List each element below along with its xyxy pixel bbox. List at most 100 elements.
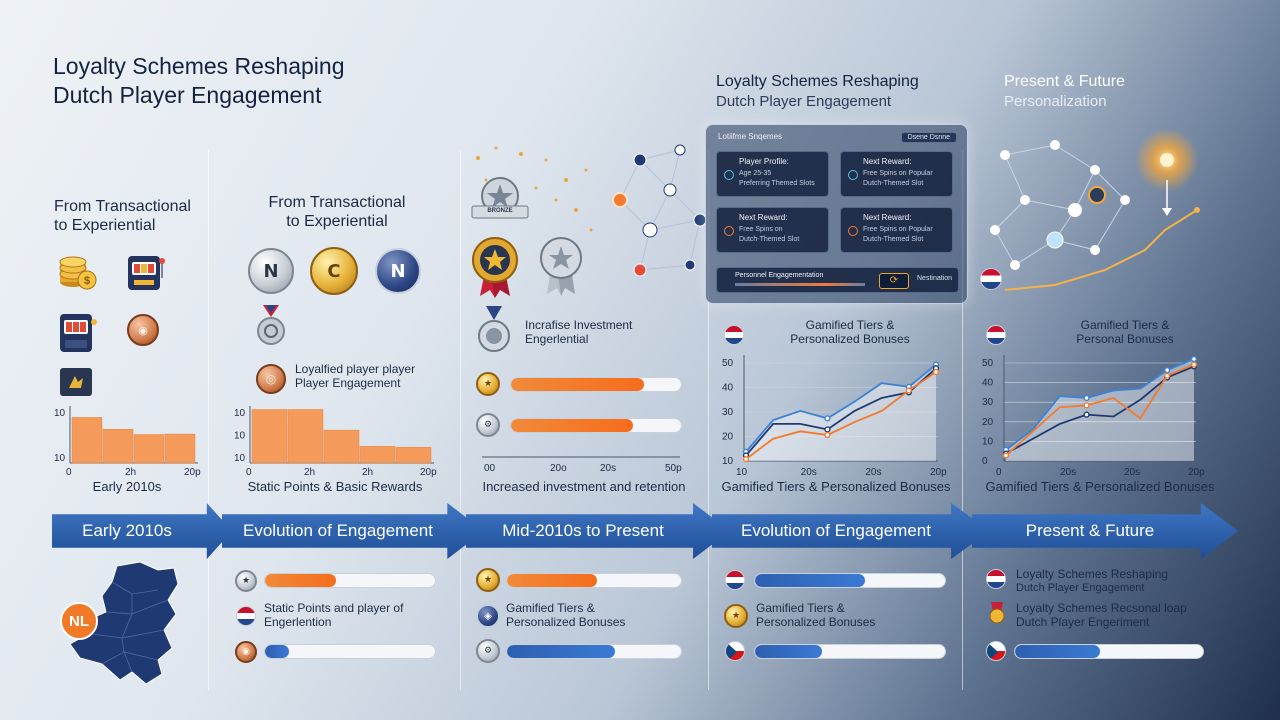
col4-bottom-text: Gamified Tiers & Personalized Bonuses (756, 601, 875, 629)
axis-tick-label: 00 (484, 463, 496, 474)
tile-line: Dutch-Themed Slot (739, 236, 800, 243)
silver-star-badge-icon (468, 176, 532, 222)
x-tick-label: 20s (1124, 467, 1140, 477)
col2-note-line2: Player Engagement (295, 376, 401, 390)
col5-bottom-progress-1 (1014, 644, 1204, 659)
axis-tick-label: 50p (665, 463, 682, 474)
x-tick-label: 20p (1188, 467, 1205, 477)
chart-bar (133, 434, 165, 464)
tile-line: Free Spins on (739, 226, 783, 233)
badge-banner-text: BRONZE (487, 208, 513, 214)
col5-chart-title-line1: Gamified Tiers & (1080, 318, 1170, 332)
col5-bottom-text-2: Loyalty Schemes Recsonal loap Dutch Play… (1016, 601, 1187, 629)
col5-chart-title: Gamified Tiers & Personal Bonuses (1040, 318, 1210, 346)
col3-note-line1: Incrafise Investment (525, 318, 633, 332)
x-tick-label: 10 (736, 467, 748, 477)
engagement-strip-bar (735, 283, 865, 286)
series-line (745, 371, 937, 460)
slot-machine-icon (56, 310, 100, 356)
chart-bar (395, 446, 432, 464)
col2-bottom-text-line2: Engerlention (264, 615, 332, 629)
tile-line: Preferring Themed Slots (739, 180, 815, 187)
col2-bottom-text-line1: Static Points and player of (264, 601, 404, 615)
gold-medal-icon: C (310, 247, 358, 295)
player-profile-tile: Player Profile: Age 25-35 Preferring The… (716, 151, 829, 197)
future-title-line2: Personalization (1004, 93, 1107, 110)
data-point (1083, 411, 1090, 418)
engagement-strip-button[interactable]: Nestination (917, 275, 953, 282)
col4-bottom-progress-1 (754, 573, 946, 588)
data-point (1164, 372, 1171, 379)
column-divider (708, 150, 709, 690)
col3-bottom-progress-2 (506, 644, 682, 659)
column-divider (962, 150, 963, 690)
data-point (742, 456, 750, 463)
col2-bottom-text: Static Points and player of Engerlention (264, 601, 403, 629)
x-tick-label: 20s (1060, 467, 1076, 477)
col1-subtitle-line1: From Transactional (54, 198, 191, 215)
svg-text:$: $ (84, 275, 90, 287)
col2-caption: Static Points & Basic Rewards (247, 479, 423, 494)
data-point (932, 368, 940, 376)
silver-star-medal-icon (538, 236, 584, 296)
y-tick-label: 10 (234, 431, 246, 442)
col5-caption: Gamified Tiers & Personalized Bonuses (985, 479, 1215, 494)
cz-flag-icon (986, 641, 1006, 661)
x-tick-label: 20s (801, 467, 817, 477)
series-line (1005, 358, 1195, 451)
nl-flag-icon (724, 325, 744, 345)
timeline-step-1: Early 2010s (52, 503, 232, 559)
col4-bottom-progress-1-fill (755, 574, 866, 587)
y-tick-label: 10 (722, 456, 734, 467)
timeline-step-label: Present & Future (1025, 521, 1155, 540)
next-reward-tile: Next Reward: Free Spins on Dutch-Themed … (716, 207, 829, 253)
navy-medal-icon: N (375, 248, 421, 294)
data-point (1083, 402, 1090, 409)
gold-card-icon (60, 368, 92, 396)
col4-bottom-progress-2-fill (755, 645, 822, 658)
y-tick-label: 20 (722, 432, 734, 443)
mid-title: Loyalty Schemes Reshaping Dutch Player E… (716, 72, 919, 112)
col3-bottom-text: Gamified Tiers & Personalized Bonuses (506, 601, 625, 629)
column-divider (208, 150, 209, 690)
timeline-step-4: Evolution of Engagement (712, 503, 990, 559)
col2-bottom-progress-2-fill (265, 645, 289, 658)
col3-bottom-text-line1: Gamified Tiers & (506, 601, 595, 615)
col5-bottom-text-2-line2: Dutch Player Engeriment (1016, 615, 1150, 629)
cz-flag-icon (725, 641, 745, 661)
tile-line: Age 25-35 (739, 170, 772, 177)
tile-title: Next Reward: (863, 213, 912, 222)
y-tick-label: 10 (54, 408, 66, 419)
data-point (1083, 394, 1090, 402)
col1-subtitle-line2: to Experiential (54, 217, 156, 234)
reward-icon (848, 226, 858, 236)
engagement-strip: Personnel Engagementation ⟳ Nestination (716, 267, 959, 293)
timeline-step-label: Evolution of Engagement (243, 521, 433, 540)
reward-chip-icon: ⟳ (879, 273, 909, 289)
dashboard-title: Lotiifme Snqemes (718, 132, 783, 141)
col3-progress-2 (510, 418, 682, 433)
data-point (1190, 355, 1198, 363)
col4-chart-title-line1: Gamified Tiers & (805, 318, 895, 332)
reward-icon (724, 226, 734, 236)
dashboard-pill[interactable]: Dsene Dsnne (900, 132, 957, 143)
y-tick-label: 50 (982, 358, 994, 369)
col1-caption: Early 2010s (92, 479, 162, 494)
timeline-step-label: Early 2010s (82, 521, 172, 540)
col3-axis: 00 20o 20s 50p (482, 456, 682, 474)
col3-progress-2-fill (511, 419, 634, 432)
gold-coin-icon: ★ (724, 604, 748, 628)
col1-bar-chart: 10 10 0 2h 20p (52, 402, 202, 478)
col5-bottom-progress-1-fill (1015, 645, 1100, 658)
col3-note: Incrafise Investment Engerlential (525, 318, 632, 346)
col5-bottom-text-1-line1: Loyalty Schemes Reshaping (1016, 567, 1169, 581)
col5-line-chart: 50 40 30 20 10 0 0 20s 20s 20p (978, 345, 1208, 478)
next-reward-tile: Next Reward: Free Spins on Popular Dutch… (840, 207, 953, 253)
y-tick-label: 20 (982, 417, 994, 428)
nl-badge: NL (60, 602, 98, 640)
column-divider (460, 150, 461, 690)
chart-bar (359, 446, 396, 464)
chart-bar (323, 429, 360, 464)
y-tick-label: 50 (722, 358, 734, 369)
silver-coin-icon: ⚙ (476, 639, 500, 663)
